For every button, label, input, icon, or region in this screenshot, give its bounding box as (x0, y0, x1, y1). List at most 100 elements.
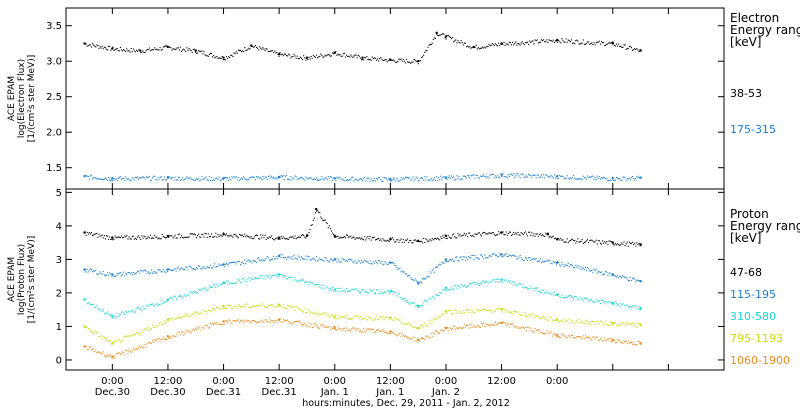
data-point (479, 282, 481, 284)
data-point (505, 176, 507, 178)
legend-item: 175-315 (730, 123, 776, 136)
data-point (132, 309, 134, 311)
data-point (506, 43, 508, 45)
data-point (579, 177, 581, 179)
data-point (133, 273, 135, 275)
data-point (362, 58, 364, 60)
data-point (558, 261, 560, 263)
data-point (509, 173, 511, 175)
data-point (501, 231, 503, 233)
data-point (89, 268, 91, 270)
data-point (506, 177, 508, 179)
data-point (207, 55, 209, 57)
data-point (168, 176, 170, 178)
data-point (629, 45, 631, 47)
data-point (149, 328, 151, 330)
data-point (109, 356, 111, 358)
data-point (218, 57, 220, 59)
data-point (194, 268, 196, 271)
data-point (356, 57, 358, 59)
data-point (101, 273, 103, 275)
data-point (126, 335, 128, 337)
data-point (319, 286, 321, 288)
data-point (240, 177, 243, 179)
data-point (573, 42, 575, 44)
data-point (498, 256, 500, 258)
data-point (257, 305, 259, 307)
data-point (437, 331, 439, 333)
data-point (498, 308, 500, 310)
data-point (198, 265, 200, 267)
data-point (146, 48, 148, 51)
data-point (87, 348, 89, 350)
data-point (165, 45, 168, 47)
data-point (456, 287, 458, 289)
data-point (254, 305, 256, 307)
data-point (277, 275, 279, 277)
data-point (222, 281, 224, 283)
data-point (369, 58, 371, 61)
data-point (326, 312, 328, 314)
data-point (476, 308, 478, 311)
data-point (278, 276, 280, 278)
data-point (255, 305, 258, 307)
data-point (194, 51, 196, 53)
data-point (120, 275, 123, 277)
data-point (88, 327, 90, 330)
data-point (174, 318, 176, 320)
data-point (227, 283, 229, 285)
data-point (240, 234, 243, 236)
data-point (441, 314, 443, 316)
data-point (147, 271, 149, 273)
data-point (96, 273, 98, 275)
data-point (555, 40, 558, 42)
data-point (350, 289, 352, 292)
data-point (495, 176, 498, 178)
data-point (567, 39, 569, 41)
data-point (635, 177, 637, 180)
data-point (415, 279, 417, 281)
data-point (425, 325, 427, 327)
data-point (132, 332, 134, 334)
data-point (99, 352, 101, 354)
data-point (337, 314, 339, 316)
data-point (549, 292, 551, 294)
data-point (128, 236, 130, 238)
data-point (143, 329, 145, 331)
data-point (312, 219, 314, 221)
data-point (418, 341, 420, 343)
data-point (94, 177, 96, 179)
data-point (149, 50, 151, 52)
data-point (119, 176, 121, 178)
data-point (358, 317, 360, 319)
data-point (605, 44, 607, 46)
data-point (404, 300, 406, 302)
data-point (304, 307, 306, 309)
data-point (319, 179, 321, 181)
data-point (454, 309, 456, 311)
data-point (279, 253, 281, 256)
data-point (545, 333, 547, 335)
data-point (442, 289, 444, 291)
data-point (492, 232, 494, 234)
data-point (221, 284, 223, 286)
data-point (240, 321, 243, 323)
data-point (404, 273, 406, 275)
data-point (418, 60, 420, 62)
data-point (402, 298, 404, 300)
data-point (207, 309, 209, 311)
data-point (231, 308, 233, 310)
data-point (109, 272, 111, 274)
data-point (521, 233, 523, 235)
data-point (180, 179, 183, 181)
data-point (204, 54, 206, 56)
data-point (621, 46, 623, 48)
data-point (574, 322, 576, 324)
data-point (217, 265, 219, 267)
data-point (333, 317, 335, 319)
data-point (412, 302, 414, 304)
data-point (375, 330, 378, 332)
data-point (374, 57, 376, 59)
data-point (325, 221, 327, 223)
data-point (438, 177, 440, 179)
